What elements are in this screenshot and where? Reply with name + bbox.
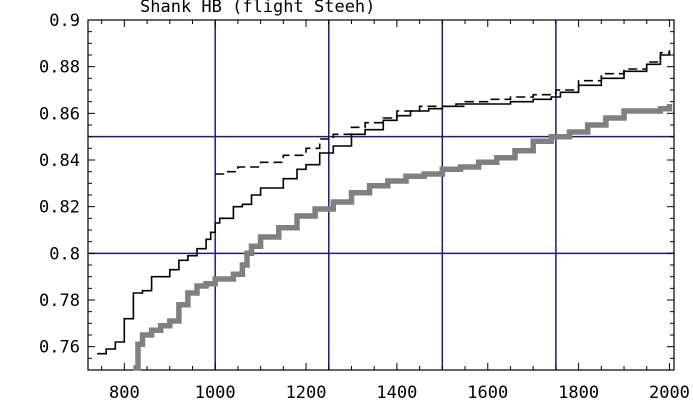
series-line-thick-gray (133, 104, 673, 371)
plot-area: 800 1000 1200 1400 1600 1800 2000 0.76 0.78 0.8 0.… (39, 11, 690, 403)
series-line-solid-thin-black (97, 52, 671, 355)
chart-title: Shank HB (flight Steeh) (140, 0, 375, 17)
x-tick-label: 1800 (558, 383, 599, 403)
y-tick-label: 0.88 (39, 58, 80, 78)
series-line-dashed-black (215, 50, 671, 175)
x-tick-label: 1200 (286, 383, 327, 403)
y-tick-label: 0.82 (39, 198, 80, 218)
y-tick-label: 0.78 (39, 291, 80, 311)
x-tick-label: 1600 (467, 383, 508, 403)
y-tick-label: 0.8 (49, 244, 80, 264)
x-tick-label: 800 (109, 383, 140, 403)
x-tick-label: 2000 (649, 383, 690, 403)
plot-frame (87, 19, 675, 371)
x-tick-label: 1000 (195, 383, 236, 403)
x-tick-label: 1400 (376, 383, 417, 403)
y-tick-label: 0.76 (39, 338, 80, 358)
y-tick-label: 0.86 (39, 104, 80, 124)
y-tick-label: 0.84 (39, 151, 80, 171)
y-tick-label: 0.9 (49, 11, 80, 31)
